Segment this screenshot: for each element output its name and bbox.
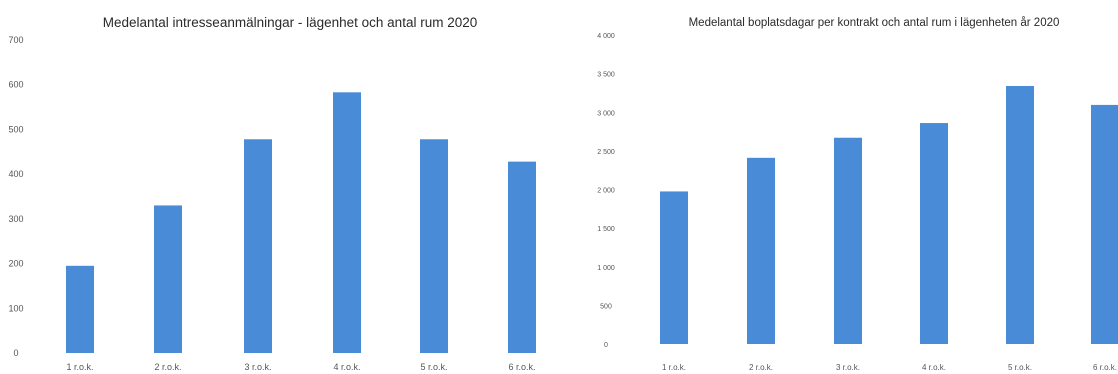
- chart-title: Medelantal boplatsdagar per kontrakt och…: [689, 17, 1060, 29]
- bar: [1091, 104, 1118, 344]
- y-tick-label: 600: [8, 80, 23, 90]
- y-tick-label: 700: [8, 35, 23, 45]
- bar: [154, 205, 182, 353]
- bar: [920, 123, 948, 344]
- y-tick-label: 0: [604, 342, 608, 349]
- x-tick-label: 6 r.o.k.: [508, 362, 535, 372]
- y-tick-label: 2 000: [597, 188, 615, 195]
- bar: [333, 92, 361, 354]
- x-tick-label: 4 r.o.k.: [333, 362, 360, 372]
- x-tick-label: 1 r.o.k.: [66, 362, 93, 372]
- y-tick-label: 0: [13, 348, 18, 358]
- bar: [660, 191, 688, 344]
- x-tick-label: 3 r.o.k.: [244, 362, 271, 372]
- y-tick-label: 200: [8, 259, 23, 269]
- y-tick-label: 500: [8, 124, 23, 134]
- chart-interest-registrations: Medelantal intresseanmälningar - lägenhe…: [8, 15, 536, 372]
- bar: [420, 139, 448, 353]
- x-tick-label: 1 r.o.k.: [662, 363, 686, 372]
- bar: [747, 157, 775, 344]
- y-tick-label: 4 000: [597, 33, 615, 40]
- y-tick-label: 300: [8, 214, 23, 224]
- bar: [834, 137, 862, 344]
- x-tick-label: 2 r.o.k.: [154, 362, 181, 372]
- bar: [244, 139, 272, 353]
- x-tick-label: 5 r.o.k.: [420, 362, 447, 372]
- bar: [1006, 85, 1034, 345]
- x-tick-label: 6 r.o.k.: [1093, 363, 1117, 372]
- y-tick-label: 3 000: [597, 110, 615, 117]
- y-tick-label: 3 500: [597, 72, 615, 79]
- y-tick-label: 1 500: [597, 226, 615, 233]
- x-tick-label: 5 r.o.k.: [1008, 363, 1032, 372]
- x-tick-label: 2 r.o.k.: [749, 363, 773, 372]
- chart-title: Medelantal intresseanmälningar - lägenhe…: [103, 15, 477, 30]
- y-tick-label: 1 000: [597, 265, 615, 272]
- y-tick-label: 100: [8, 303, 23, 313]
- bar: [508, 161, 536, 353]
- y-tick-label: 500: [600, 303, 612, 310]
- y-tick-label: 2 500: [597, 149, 615, 156]
- bar: [66, 265, 94, 353]
- y-tick-label: 400: [8, 169, 23, 179]
- x-tick-label: 4 r.o.k.: [922, 363, 946, 372]
- x-tick-label: 3 r.o.k.: [836, 363, 860, 372]
- chart-queue-days: Medelantal boplatsdagar per kontrakt och…: [597, 17, 1118, 372]
